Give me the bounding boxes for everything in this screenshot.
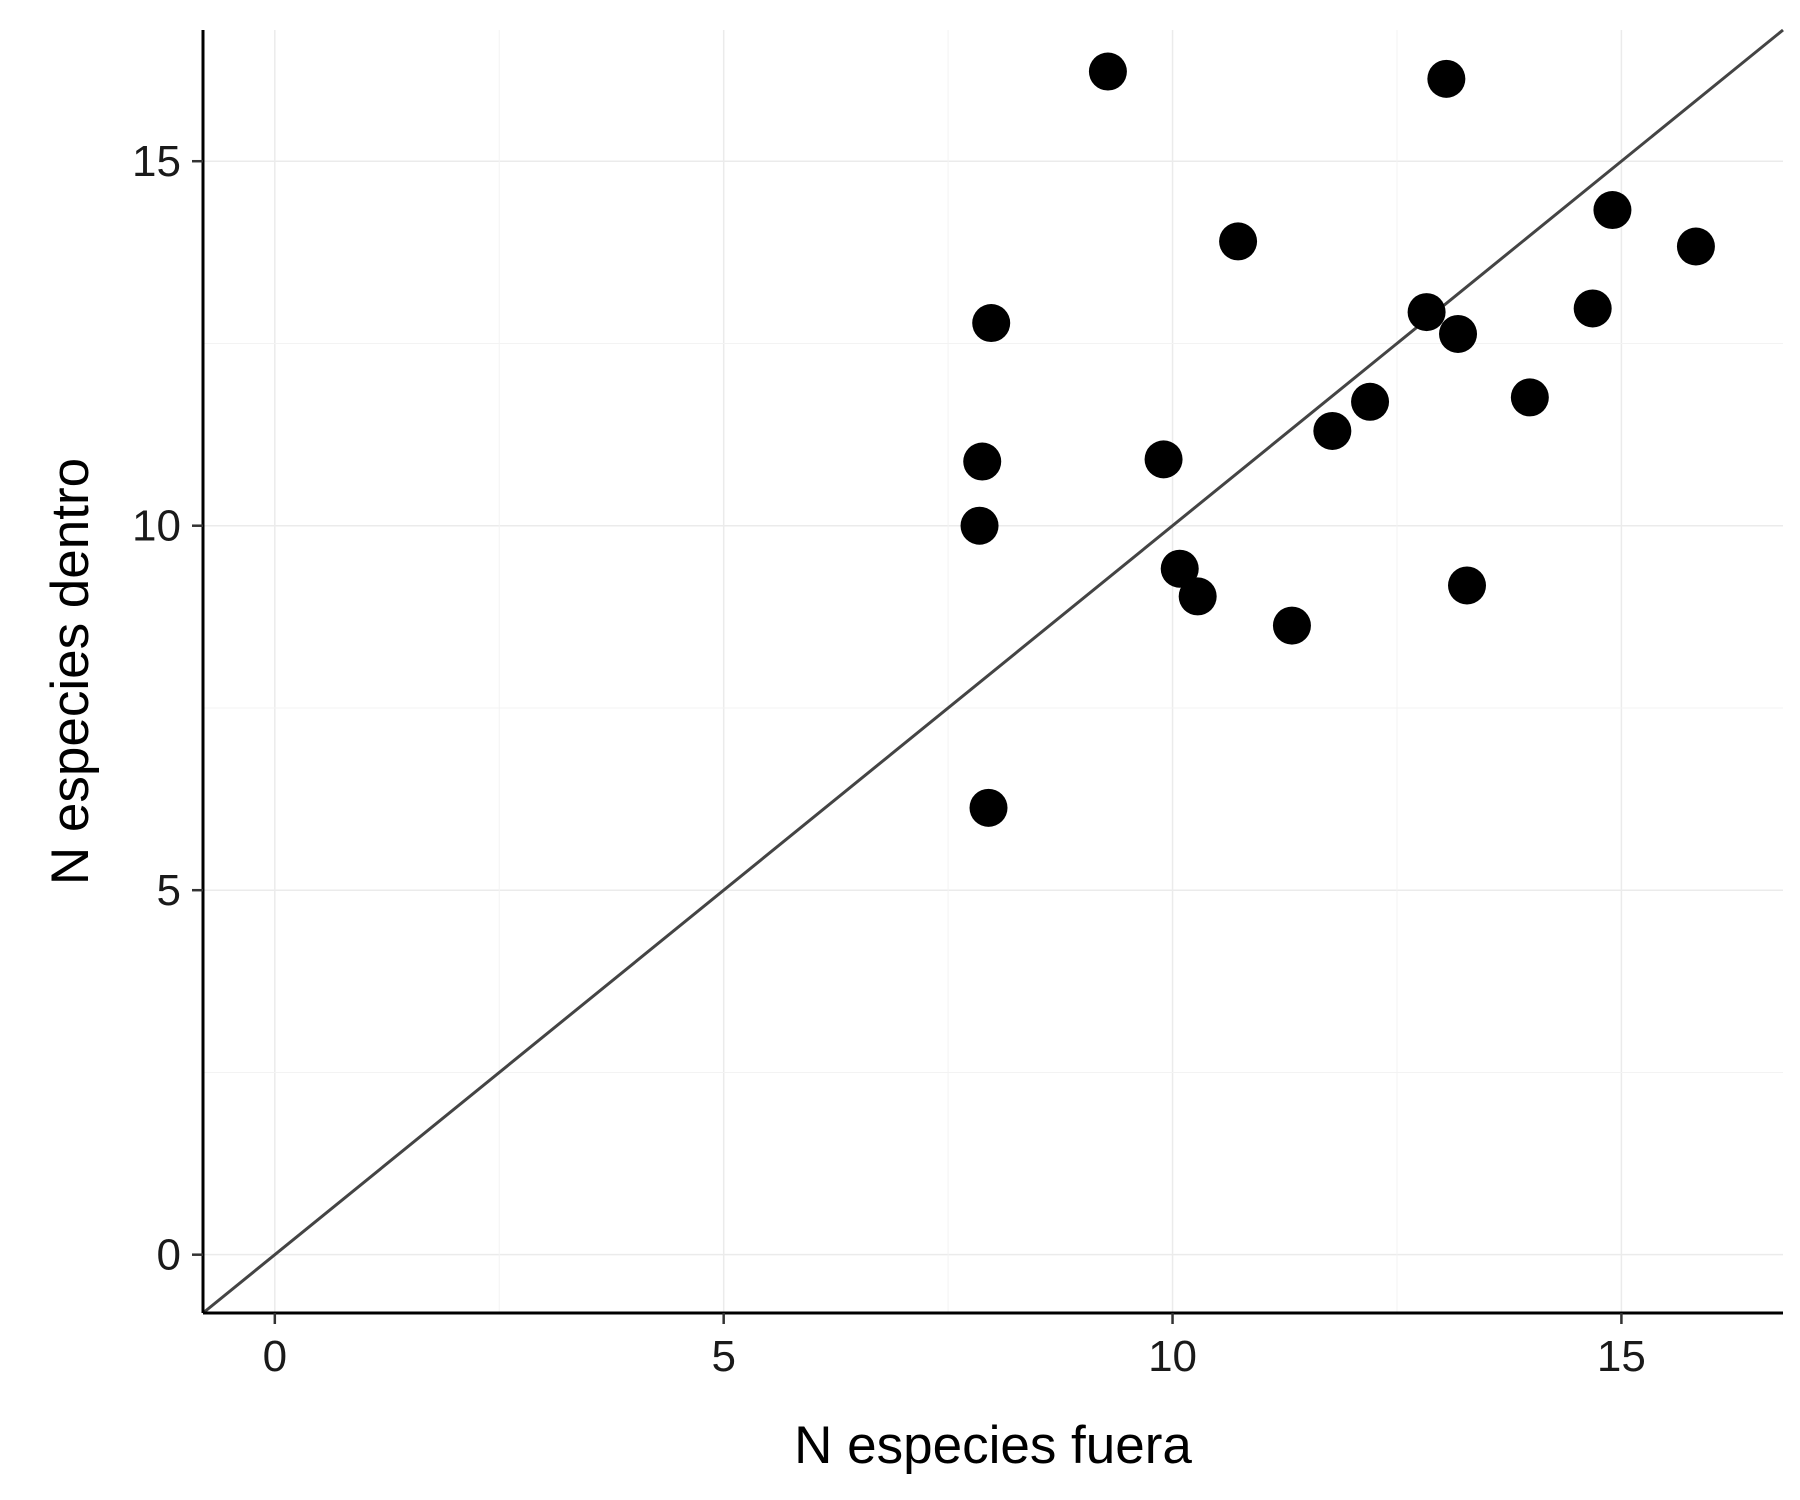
data-point — [1593, 191, 1632, 230]
data-points — [960, 52, 1715, 827]
data-point — [1144, 440, 1183, 479]
x-tick-label: 10 — [1148, 1332, 1197, 1381]
x-tick-label: 5 — [711, 1332, 735, 1381]
data-point — [1676, 227, 1715, 266]
identity-reference-line — [202, 28, 1784, 1315]
data-point — [1272, 606, 1311, 645]
y-tick-label: 10 — [132, 502, 181, 551]
minor-gridlines — [203, 30, 1783, 1313]
data-point — [1407, 293, 1446, 332]
data-point — [1510, 378, 1549, 417]
x-axis-ticks: 0 5 10 15 — [263, 1313, 1646, 1381]
x-tick-label: 0 — [263, 1332, 287, 1381]
data-point — [1313, 411, 1352, 450]
y-tick-label: 0 — [157, 1231, 181, 1280]
data-point — [1448, 566, 1486, 605]
data-point — [1439, 314, 1478, 353]
data-point — [1573, 289, 1612, 328]
y-tick-label: 5 — [157, 866, 181, 915]
data-point — [1219, 222, 1258, 261]
data-point — [1351, 382, 1390, 421]
y-axis-title: N especies dentro — [41, 458, 100, 885]
x-axis-title: N especies fuera — [794, 1416, 1192, 1475]
y-tick-label: 15 — [132, 137, 181, 186]
data-point — [1427, 59, 1466, 98]
data-point — [969, 788, 1008, 827]
data-point — [1178, 577, 1217, 616]
data-point — [960, 506, 999, 545]
data-point — [1088, 52, 1127, 91]
data-point — [972, 304, 1011, 343]
data-point — [963, 442, 1002, 481]
data-point — [1160, 549, 1199, 588]
y-axis-ticks: 0 5 10 15 — [132, 137, 203, 1280]
x-tick-label: 15 — [1597, 1332, 1646, 1381]
